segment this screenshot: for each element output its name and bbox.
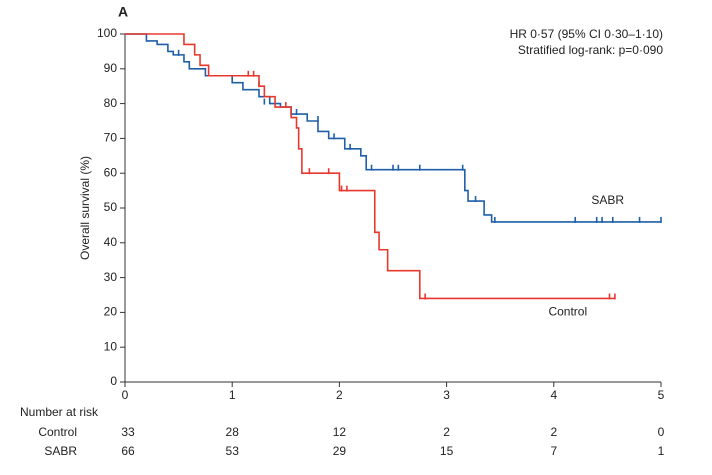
- y-tick-label: 100: [97, 26, 117, 40]
- risk-row-label: Control: [38, 425, 77, 439]
- risk-table-title: Number at risk: [20, 405, 99, 419]
- y-tick-label: 60: [104, 165, 118, 179]
- series-label: SABR: [591, 193, 624, 207]
- y-tick-label: 50: [104, 200, 118, 214]
- risk-value: 1: [658, 444, 665, 458]
- y-tick-label: 70: [104, 131, 118, 145]
- y-tick-label: 90: [104, 61, 118, 75]
- risk-value: 2: [443, 425, 450, 439]
- risk-value: 0: [658, 425, 665, 439]
- x-tick-label: 5: [658, 388, 665, 402]
- y-tick-label: 0: [110, 374, 117, 388]
- risk-row-label: SABR: [44, 444, 77, 458]
- risk-value: 29: [333, 444, 347, 458]
- x-tick-label: 3: [443, 388, 450, 402]
- y-tick-label: 80: [104, 96, 118, 110]
- survival-curve: [125, 33, 661, 223]
- survival-curve: [125, 33, 615, 300]
- y-tick-label: 40: [104, 235, 118, 249]
- risk-value: 28: [226, 425, 240, 439]
- series-label: Control: [548, 305, 587, 319]
- risk-value: 66: [121, 444, 135, 458]
- risk-value: 2: [550, 425, 557, 439]
- risk-value: 12: [333, 425, 347, 439]
- risk-value: 33: [121, 425, 135, 439]
- x-tick-label: 0: [122, 388, 129, 402]
- x-tick-label: 2: [336, 388, 343, 402]
- risk-value: 15: [440, 444, 454, 458]
- risk-value: 53: [226, 444, 240, 458]
- annotation: Stratified log-rank: p=0·090: [518, 43, 663, 57]
- x-tick-label: 1: [229, 388, 236, 402]
- y-tick-label: 10: [104, 339, 118, 353]
- annotation: HR 0·57 (95% CI 0·30–1·10): [510, 27, 663, 41]
- y-axis-label: Overall survival (%): [78, 156, 92, 260]
- panel-label: A: [118, 4, 128, 20]
- x-tick-label: 4: [550, 388, 557, 402]
- risk-value: 7: [550, 444, 557, 458]
- y-tick-label: 20: [104, 305, 118, 319]
- y-tick-label: 30: [104, 270, 118, 284]
